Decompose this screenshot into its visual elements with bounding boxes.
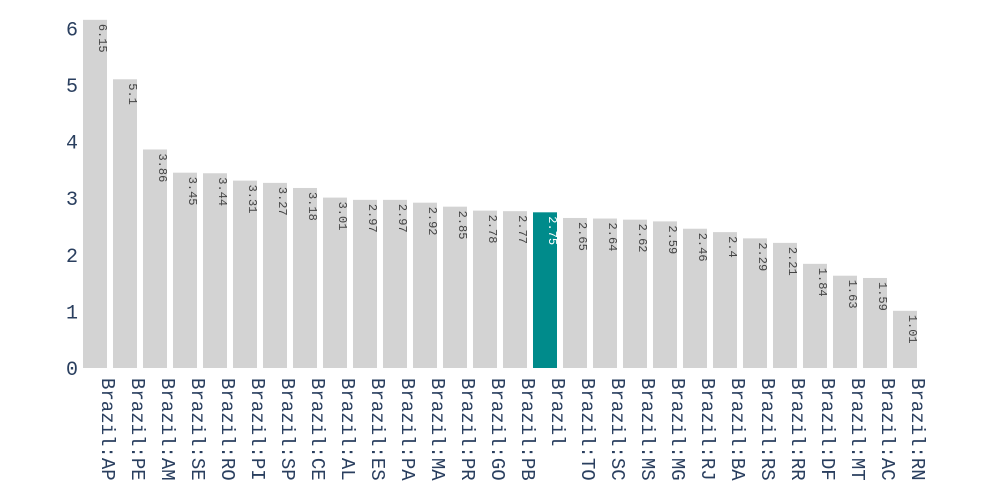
x-tick-label: Brazil:CE — [306, 378, 328, 481]
x-tick-label: Brazil:PE — [126, 378, 148, 481]
bar — [473, 210, 497, 368]
bar — [773, 242, 797, 368]
x-tick-label: Brazil:AP — [96, 378, 118, 481]
x-tick-label: Brazil:RN — [906, 378, 928, 481]
bar-value-label: 3.01 — [335, 202, 349, 231]
bar-value-label: 3.86 — [155, 153, 169, 182]
bar-value-label: 1.01 — [905, 315, 919, 344]
bar — [893, 310, 917, 368]
x-tick-label: Brazil — [546, 378, 568, 446]
y-tick-label: 0 — [66, 359, 78, 382]
bar-value-label: 2.85 — [455, 211, 469, 240]
bar — [413, 202, 437, 368]
bar-value-label: 2.78 — [485, 215, 499, 244]
y-tick-label: 6 — [66, 19, 78, 42]
x-tick-label: Brazil:AM — [156, 378, 178, 481]
bars-group: 6.15 5.1 3.86 3.45 3.44 3.31 3.27 3.18 3.01 2.97 2… — [83, 19, 919, 369]
bar-value-label: 2.77 — [515, 215, 529, 244]
bar-value-label: 2.75 — [545, 216, 559, 245]
x-tick-label: Brazil:RJ — [696, 378, 718, 481]
bar-value-label: 2.59 — [665, 225, 679, 254]
bar — [443, 206, 467, 368]
bar-value-label: 2.62 — [635, 224, 649, 253]
bar — [173, 172, 197, 368]
bar — [623, 219, 647, 368]
y-tick-label: 3 — [66, 189, 78, 212]
bar-value-label: 1.84 — [815, 268, 829, 297]
bar — [563, 217, 587, 368]
bar — [833, 275, 857, 368]
y-tick-label: 5 — [66, 76, 78, 99]
bar — [683, 228, 707, 368]
bar — [203, 173, 227, 368]
x-tick-label: Brazil:MT — [846, 378, 868, 481]
x-axis: Brazil:AP Brazil:PE Brazil:AM Brazil:SE Braz… — [96, 378, 928, 481]
x-tick-label: Brazil:RR — [786, 378, 808, 481]
bar-value-label: 3.45 — [185, 177, 199, 206]
bar — [593, 218, 617, 368]
x-tick-label: Brazil:DF — [816, 378, 838, 481]
bar — [83, 19, 107, 369]
bar — [143, 149, 167, 368]
y-tick-label: 4 — [66, 133, 78, 156]
x-tick-label: Brazil:SC — [606, 378, 628, 481]
x-tick-label: Brazil:PR — [456, 378, 478, 481]
x-tick-label: Brazil:PB — [516, 378, 538, 481]
bar-value-label: 2.46 — [695, 233, 709, 262]
bar-value-label: 2.64 — [605, 223, 619, 252]
bar — [353, 199, 377, 368]
bar-value-label: 3.18 — [305, 192, 319, 221]
x-tick-label: Brazil:BA — [726, 378, 748, 481]
bar-value-label: 2.92 — [425, 207, 439, 236]
x-tick-label: Brazil:MA — [426, 378, 448, 481]
bar — [263, 182, 287, 368]
x-tick-label: Brazil:RO — [216, 378, 238, 481]
x-tick-label: Brazil:SP — [276, 378, 298, 481]
bar — [113, 79, 137, 369]
bar-value-label: 2.65 — [575, 222, 589, 251]
bar — [743, 238, 767, 368]
x-tick-label: Brazil:MS — [636, 378, 658, 481]
x-tick-label: Brazil:SE — [186, 378, 208, 481]
y-tick-label: 1 — [66, 302, 78, 325]
bar — [863, 277, 887, 368]
x-tick-label: Brazil:MG — [666, 378, 688, 481]
bar-value-label: 3.44 — [215, 177, 229, 206]
bar-value-label: 1.59 — [875, 282, 889, 311]
x-tick-label: Brazil:GO — [486, 378, 508, 481]
bar — [713, 232, 737, 368]
bar — [503, 211, 527, 368]
bar-value-label: 2.4 — [725, 236, 739, 258]
bar — [653, 221, 677, 368]
bar — [293, 187, 317, 368]
bar — [233, 180, 257, 368]
bar — [323, 197, 347, 368]
x-tick-label: Brazil:ES — [366, 378, 388, 481]
bar-value-label: 2.21 — [785, 247, 799, 276]
bar-value-label: 6.15 — [95, 24, 109, 53]
bar-value-label: 3.27 — [275, 187, 289, 216]
bar-value-label: 2.97 — [395, 204, 409, 233]
bar-highlighted — [533, 212, 557, 368]
y-tick-label: 2 — [66, 246, 78, 269]
bar-value-label: 5.1 — [125, 83, 139, 105]
bar — [803, 263, 827, 368]
x-tick-label: Brazil:TO — [576, 378, 598, 481]
x-tick-label: Brazil:RS — [756, 378, 778, 481]
x-tick-label: Brazil:AC — [876, 378, 898, 481]
bar-value-label: 2.29 — [755, 242, 769, 271]
bar-value-label: 1.63 — [845, 280, 859, 309]
bar-value-label: 2.97 — [365, 204, 379, 233]
x-tick-label: Brazil:PA — [396, 378, 418, 481]
x-tick-label: Brazil:PI — [246, 378, 268, 481]
y-axis: 0 1 2 3 4 5 6 — [66, 19, 78, 382]
bar — [383, 199, 407, 368]
bar-value-label: 3.31 — [245, 185, 259, 214]
x-tick-label: Brazil:AL — [336, 378, 358, 481]
